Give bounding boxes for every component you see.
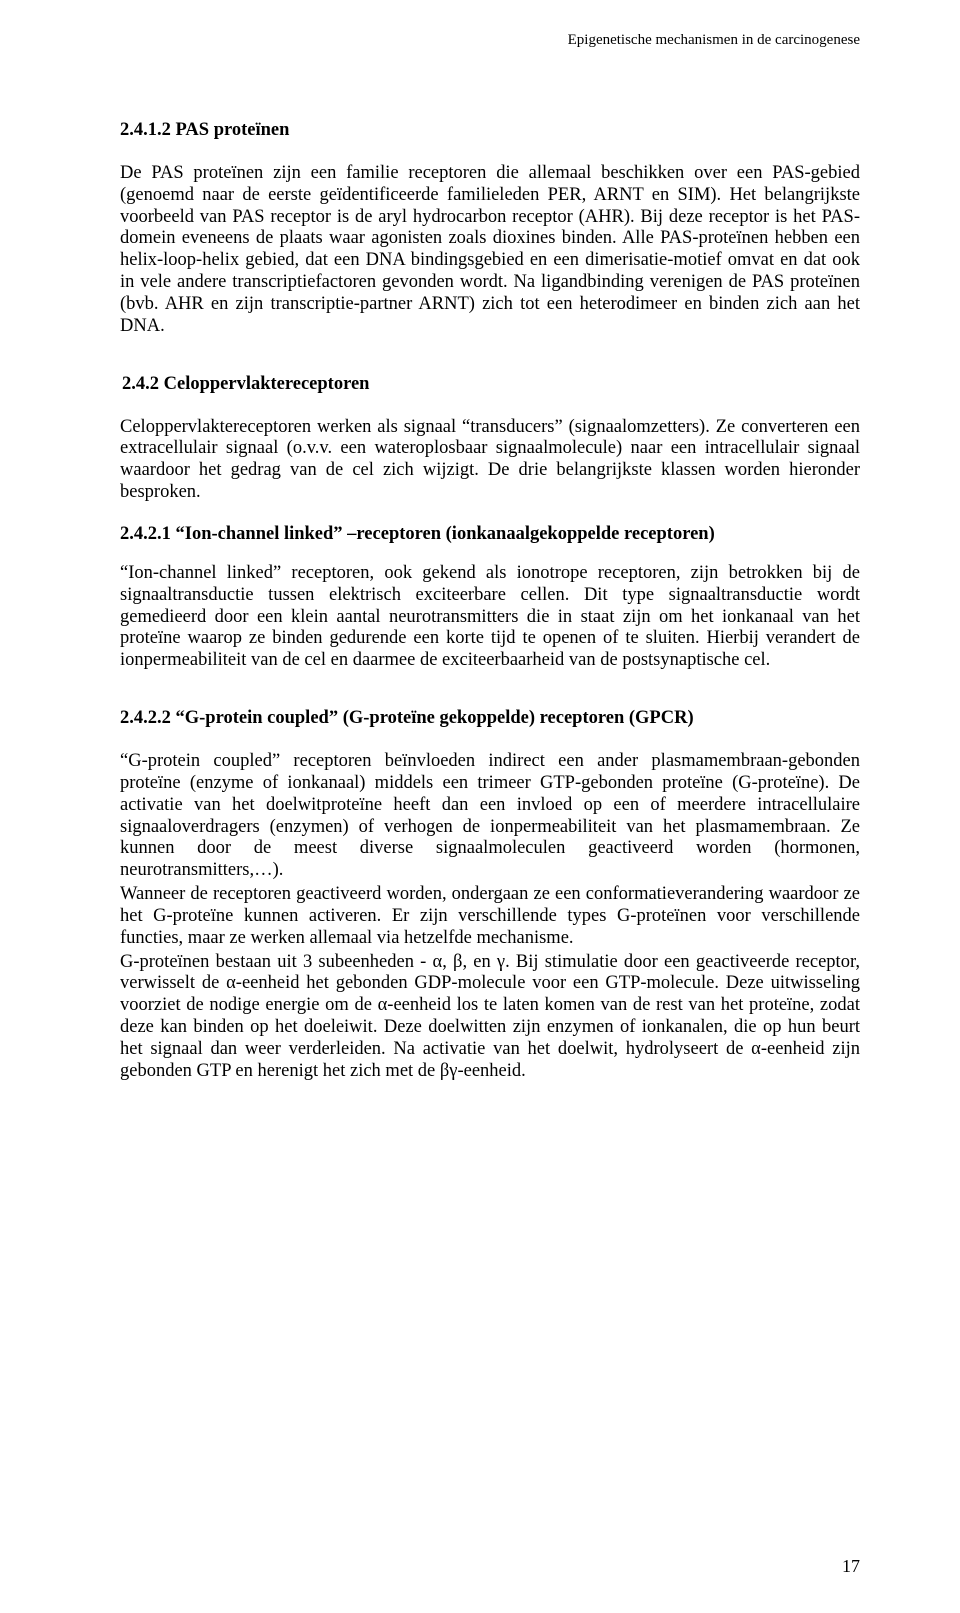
paragraph: G-proteïnen bestaan uit 3 subeenheden - …: [120, 952, 860, 1083]
heading-2-4-2: 2.4.2 Celoppervlaktereceptoren: [122, 374, 860, 395]
document-page: Epigenetische mechanismen in de carcinog…: [0, 0, 960, 1613]
paragraph: Celoppervlaktereceptoren werken als sign…: [120, 417, 860, 504]
paragraph: “Ion-channel linked” receptoren, ook gek…: [120, 563, 860, 672]
page-number: 17: [842, 1556, 860, 1577]
heading-2-4-2-2: 2.4.2.2 “G-protein coupled” (G-proteïne …: [120, 708, 860, 729]
section-2-4-2-2: 2.4.2.2 “G-protein coupled” (G-proteïne …: [120, 708, 860, 1082]
section-2-4-2: 2.4.2 Celoppervlaktereceptoren Celopperv…: [120, 374, 860, 672]
heading-2-4-2-1: 2.4.2.1 “Ion-channel linked” –receptoren…: [120, 524, 860, 545]
paragraph: Wanneer de receptoren geactiveerd worden…: [120, 884, 860, 949]
paragraph: De PAS proteïnen zijn een familie recept…: [120, 163, 860, 338]
heading-2-4-1-2: 2.4.1.2 PAS proteïnen: [120, 120, 860, 141]
running-header: Epigenetische mechanismen in de carcinog…: [568, 32, 860, 49]
paragraph: “G-protein coupled” receptoren beïnvloed…: [120, 751, 860, 882]
section-2-4-1-2: 2.4.1.2 PAS proteïnen De PAS proteïnen z…: [120, 120, 860, 338]
